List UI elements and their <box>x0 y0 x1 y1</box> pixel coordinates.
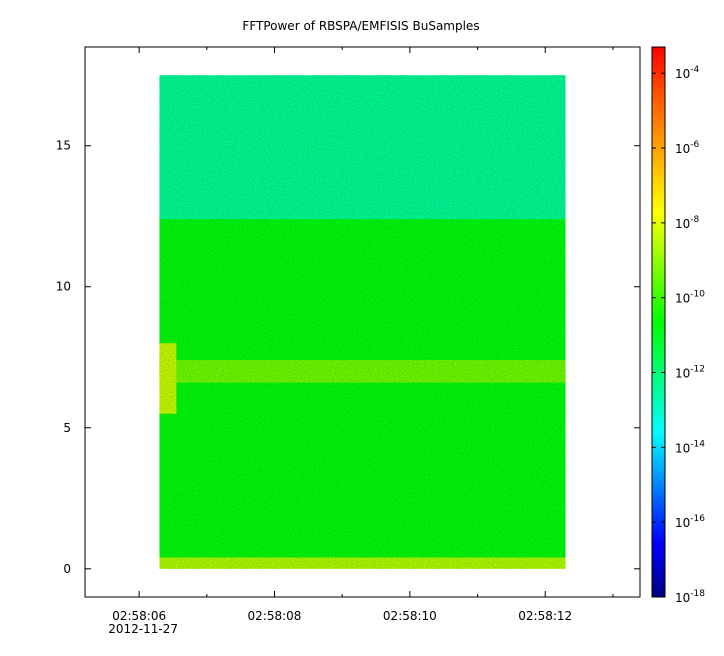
colorbar-tick-label: 10-14 <box>675 439 705 455</box>
colorbar: 10-4 10-6 10-8 10-10 10-12 10-14 10-16 10-18 <box>651 46 705 605</box>
y-axis: 0 5 10 15 <box>56 139 640 576</box>
colorbar-tick-label: 10-10 <box>675 290 705 306</box>
y-tick-label: 0 <box>63 562 71 576</box>
x-tick-label: 02:58:10 <box>383 609 437 623</box>
colorbar-scale <box>651 46 666 598</box>
spectrogram-noise-texture <box>159 75 566 569</box>
y-tick-label: 10 <box>56 280 71 294</box>
colorbar-ticks: 10-4 10-6 10-8 10-10 10-12 10-14 10-16 10-18 <box>652 65 705 605</box>
colorbar-tick-label: 10-4 <box>675 65 700 81</box>
colorbar-tick-label: 10-12 <box>675 365 705 381</box>
x-tick-label: 02:58:06 <box>112 609 166 623</box>
x-tick-label: 02:58:12 <box>518 609 572 623</box>
colorbar-tick-label: 10-8 <box>675 215 700 231</box>
colorbar-tick-label: 10-6 <box>675 140 700 156</box>
x-tick-date-label: 2012-11-27 <box>108 622 178 636</box>
chart-title: FFTPower of RBSPA/EMFISIS BuSamples <box>242 19 479 33</box>
y-tick-label: 5 <box>63 421 71 435</box>
colorbar-tick-label: 10-16 <box>675 514 705 530</box>
colorbar-tick-label: 10-18 <box>675 589 705 605</box>
y-tick-label: 15 <box>56 139 71 153</box>
x-tick-label: 02:58:08 <box>248 609 302 623</box>
spectrogram-image <box>159 75 566 569</box>
